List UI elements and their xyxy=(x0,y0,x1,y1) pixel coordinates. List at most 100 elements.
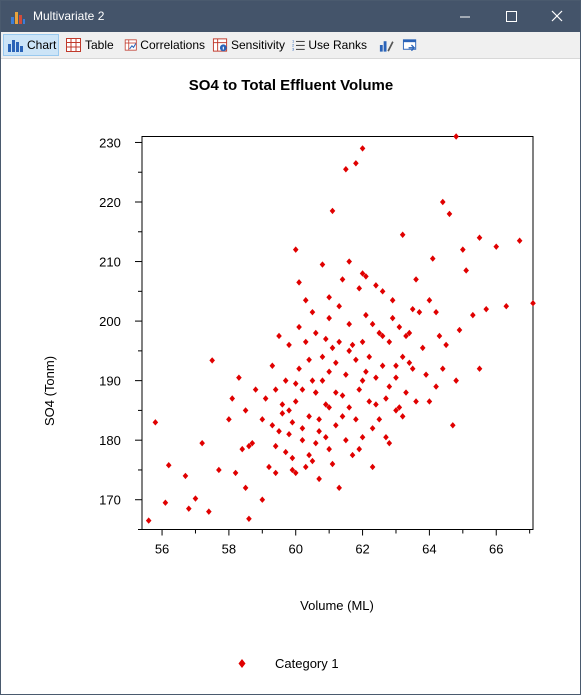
data-point xyxy=(456,326,463,334)
data-point xyxy=(363,311,369,319)
svg-text:1: 1 xyxy=(292,39,295,44)
data-point xyxy=(326,445,332,453)
chart-legend: Category 1 xyxy=(238,656,339,671)
data-point xyxy=(296,365,302,372)
legend-marker xyxy=(238,659,246,668)
x-axis-label: Volume (ML) xyxy=(300,598,374,613)
data-point xyxy=(439,198,446,206)
x-tick-label: 66 xyxy=(489,542,503,557)
data-point xyxy=(346,258,352,265)
table-tab-button[interactable]: Table xyxy=(62,34,117,56)
data-point xyxy=(363,368,369,375)
use-ranks-button[interactable]: 1 2 3 Use Ranks xyxy=(289,34,367,56)
data-point xyxy=(192,495,199,502)
chart-panel: SO4 to Total Effluent Volume 56 58 60 62 64 6… xyxy=(1,59,580,694)
data-point xyxy=(453,377,459,384)
y-tick-label: 170 xyxy=(99,493,121,508)
data-point xyxy=(460,246,466,253)
correlations-icon xyxy=(124,39,137,51)
title-bar[interactable]: Multivariate 2 xyxy=(1,1,580,32)
data-point xyxy=(252,386,259,393)
data-point xyxy=(353,160,359,167)
data-point xyxy=(145,517,152,524)
data-point xyxy=(439,365,446,372)
x-tick-label: 60 xyxy=(288,542,302,557)
data-point xyxy=(326,404,332,411)
data-point xyxy=(276,428,282,435)
data-point xyxy=(296,279,302,286)
data-point xyxy=(383,434,389,441)
data-point xyxy=(359,145,366,152)
window-title: Multivariate 2 xyxy=(33,9,105,23)
data-point xyxy=(279,401,286,408)
data-point xyxy=(316,428,322,435)
correlations-tab-button[interactable]: Correlations xyxy=(121,34,205,56)
data-point xyxy=(336,484,342,492)
data-point xyxy=(493,243,500,250)
data-point xyxy=(316,475,322,483)
maximize-button[interactable] xyxy=(488,1,534,32)
data-point xyxy=(276,332,282,340)
data-point xyxy=(306,356,312,363)
data-point xyxy=(259,496,266,503)
export-icon xyxy=(402,39,417,52)
data-point xyxy=(353,356,359,363)
chart-options-button[interactable] xyxy=(375,34,397,56)
data-point xyxy=(366,398,373,405)
svg-text:3: 3 xyxy=(292,47,295,52)
chart-tab-button[interactable]: Chart xyxy=(3,34,59,56)
data-point xyxy=(326,314,332,322)
data-point xyxy=(326,294,332,301)
x-tick-label: 56 xyxy=(155,542,169,557)
data-point xyxy=(369,425,376,432)
data-point xyxy=(282,377,289,384)
scatter-chart: SO4 to Total Effluent Volume 56 58 60 62 64 6… xyxy=(42,77,536,671)
data-point xyxy=(323,401,329,408)
data-point xyxy=(359,434,366,441)
minimize-button[interactable] xyxy=(442,1,488,32)
y-axis-label: SO4 (Tonm) xyxy=(42,356,57,426)
sensitivity-tab-button[interactable]: Sensitivity xyxy=(209,34,285,56)
data-point xyxy=(409,305,416,313)
data-point xyxy=(346,347,352,355)
y-tick-label: 200 xyxy=(99,314,121,329)
close-button[interactable] xyxy=(534,1,580,32)
data-point xyxy=(266,463,272,471)
data-point xyxy=(516,237,523,244)
data-point xyxy=(236,374,242,381)
data-point xyxy=(346,404,352,411)
data-point xyxy=(369,320,376,328)
data-point xyxy=(409,365,416,372)
data-point xyxy=(443,341,449,349)
data-point xyxy=(389,314,396,322)
data-point xyxy=(383,395,389,402)
sensitivity-icon xyxy=(212,38,228,52)
export-button[interactable] xyxy=(399,34,421,56)
bar-chart-icon xyxy=(11,12,25,24)
data-point xyxy=(379,288,386,295)
data-point xyxy=(476,365,483,372)
data-point xyxy=(399,413,406,420)
data-point xyxy=(470,311,476,319)
data-point xyxy=(393,407,399,414)
data-point xyxy=(269,422,276,429)
data-point xyxy=(162,499,169,506)
data-point xyxy=(279,410,286,417)
y-tick-label: 230 xyxy=(99,135,121,150)
data-point xyxy=(369,463,376,471)
data-point xyxy=(373,374,379,381)
data-point xyxy=(386,383,393,390)
data-point xyxy=(323,335,329,343)
data-point xyxy=(292,380,299,387)
data-point xyxy=(319,261,326,268)
data-point xyxy=(436,332,443,340)
data-point xyxy=(299,436,306,444)
x-tick-label: 62 xyxy=(355,542,369,557)
data-point xyxy=(463,267,469,274)
use-ranks-label: Use Ranks xyxy=(308,38,367,52)
data-point xyxy=(312,329,319,337)
data-point xyxy=(299,425,306,432)
data-point xyxy=(343,371,349,378)
data-point xyxy=(302,463,309,471)
